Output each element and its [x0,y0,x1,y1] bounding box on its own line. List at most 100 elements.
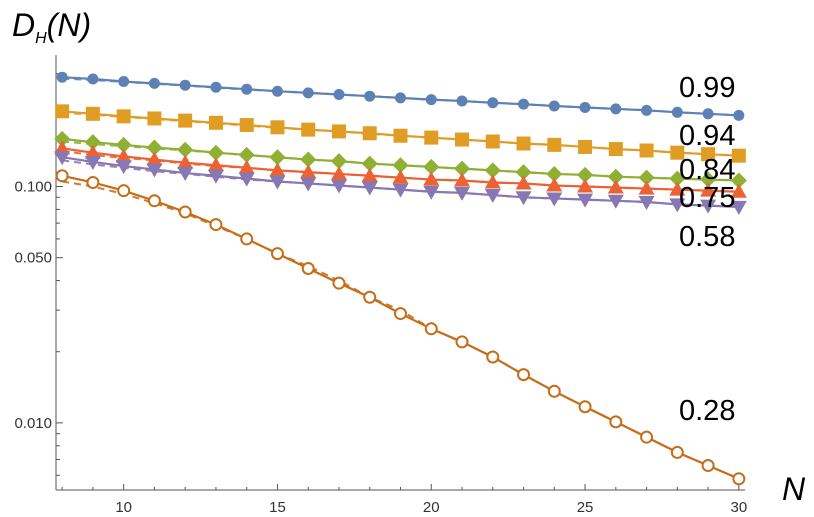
data-point [209,218,223,232]
data-point [733,109,745,121]
data-point [423,158,440,175]
data-point [269,175,286,190]
data-point [392,169,409,184]
data-point [730,172,747,189]
data-point [392,157,409,174]
data-point [515,191,532,206]
data-point [300,151,317,168]
x-axis-title: N [782,471,806,507]
data-point [361,155,378,172]
data-point [54,130,71,147]
series-0.84 [54,130,747,189]
data-point [117,184,131,198]
data-point [178,205,192,219]
data-point [84,134,101,151]
data-point [517,368,531,382]
data-point [546,192,563,207]
data-point [484,189,501,204]
series-dashed-line [61,180,740,480]
data-point [577,178,594,193]
data-point [146,151,163,166]
data-point [54,151,71,166]
data-point [454,172,471,187]
data-point [670,145,685,160]
data-point [147,194,161,208]
data-point [578,400,592,414]
data-point [700,171,717,188]
data-point [300,164,317,179]
data-point [579,101,591,113]
data-point [609,415,623,429]
data-point [146,163,163,178]
series-label-0.84: 0.84 [679,154,735,186]
data-point [731,148,746,163]
series-label-0.94: 0.94 [679,120,735,152]
data-point [330,165,347,180]
data-point [238,172,255,187]
series-0.99 [56,71,745,121]
data-point [178,113,193,128]
data-point [485,134,500,149]
data-point [607,179,624,194]
data-point [240,232,254,246]
data-point [455,132,470,147]
data-point [700,199,717,214]
data-point [487,97,499,109]
data-point [423,171,440,186]
x-tick-label: 15 [269,499,286,516]
data-point [116,109,131,124]
x-tick-label: 20 [423,499,440,516]
data-point [54,140,71,155]
data-point [639,143,654,158]
data-point [577,193,594,208]
data-point [115,160,132,175]
series-label-0.99: 0.99 [679,72,735,104]
data-point [423,185,440,200]
data-point [118,76,130,88]
data-point [87,73,99,85]
data-point [56,71,68,83]
data-point [115,148,132,163]
data-point [456,95,468,107]
data-point [302,87,314,99]
data-point [702,108,714,120]
data-point [394,307,407,321]
data-point [701,147,716,162]
data-point [361,181,378,196]
data-point [669,170,686,187]
y-tick-label: 0.100 [14,178,52,195]
data-point [454,160,471,177]
data-point [363,290,377,304]
data-point [238,159,255,174]
series-label-0.58: 0.58 [679,221,735,253]
y-tick-label: 0.010 [14,415,52,432]
data-point [115,136,132,153]
data-point [269,149,286,166]
data-point [86,175,100,189]
data-point [730,183,747,198]
data-point [85,106,100,121]
data-point [670,445,684,459]
data-point [239,118,254,133]
series-label-0.28: 0.28 [679,395,735,427]
data-point [547,137,562,152]
data-point [270,120,285,135]
data-point [546,177,563,192]
data-point [484,162,501,179]
data-point [238,146,255,163]
data-point [208,115,223,130]
labels-layer: 0.99 0.940.840.75 0.58 0.28 [679,72,735,427]
data-point [454,186,471,201]
data-point [548,100,560,112]
data-point [148,77,160,89]
data-point [424,130,439,145]
data-point [547,384,561,398]
data-point [640,430,654,444]
data-point [669,181,686,196]
data-point [333,89,345,101]
data-point [425,94,437,106]
series-0.58 [54,151,747,215]
data-point [608,142,623,157]
data-point [486,350,500,364]
